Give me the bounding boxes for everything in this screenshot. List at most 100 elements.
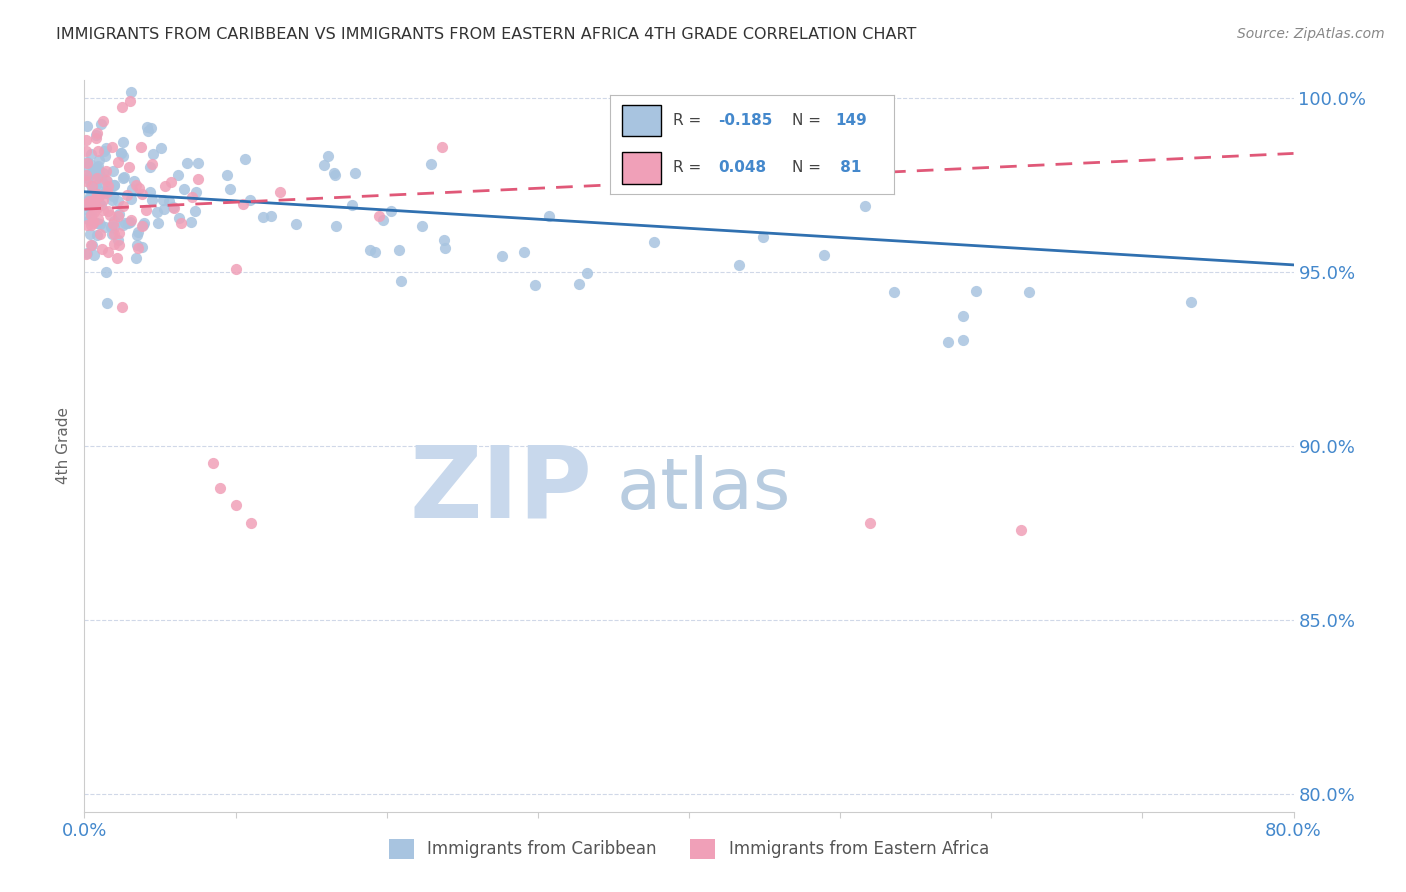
Point — [134, 216, 156, 230]
Point — [1180, 295, 1202, 310]
Point — [112, 170, 135, 185]
Point — [162, 200, 184, 214]
Point — [75, 247, 97, 261]
Point — [117, 216, 139, 230]
Point — [201, 457, 224, 471]
Point — [325, 219, 347, 233]
Point — [965, 284, 987, 298]
Point — [146, 216, 169, 230]
Point — [86, 126, 108, 140]
Point — [103, 214, 125, 228]
Point — [952, 309, 974, 323]
Point — [79, 227, 101, 241]
Point — [75, 168, 97, 182]
Point — [159, 194, 181, 208]
Point — [94, 186, 117, 200]
Point — [120, 94, 142, 108]
Point — [100, 227, 122, 241]
Point — [538, 209, 561, 223]
Point — [131, 186, 153, 201]
Point — [284, 217, 307, 231]
Point — [86, 180, 108, 194]
Point — [1018, 285, 1040, 299]
Point — [149, 141, 172, 155]
Point — [131, 140, 153, 154]
Point — [575, 266, 598, 280]
Point — [180, 215, 202, 229]
Point — [127, 227, 149, 242]
Point — [219, 182, 242, 196]
Point — [82, 214, 104, 228]
Point — [132, 219, 155, 233]
Text: atlas: atlas — [616, 456, 790, 524]
Point — [434, 242, 457, 256]
Point — [89, 217, 111, 231]
Point — [169, 211, 191, 226]
Point — [176, 156, 198, 170]
Point — [187, 171, 209, 186]
Point — [173, 182, 195, 196]
Point — [883, 285, 905, 299]
Point — [75, 197, 97, 211]
Point — [94, 185, 117, 199]
Point — [103, 178, 125, 192]
Point — [84, 168, 107, 182]
Point — [239, 194, 262, 208]
Point — [363, 244, 385, 259]
Point — [112, 219, 135, 233]
Point — [524, 278, 547, 293]
Point — [118, 160, 141, 174]
Point — [103, 219, 125, 234]
Point — [120, 213, 142, 227]
Point — [107, 227, 129, 241]
Point — [94, 173, 117, 187]
Point — [420, 157, 443, 171]
Point — [91, 203, 114, 218]
Point — [86, 178, 108, 193]
Point — [75, 174, 97, 188]
Point — [107, 233, 129, 247]
Point — [91, 193, 114, 207]
Point — [325, 168, 347, 182]
Point — [76, 160, 98, 174]
Point — [215, 168, 238, 182]
Point — [96, 183, 118, 197]
Point — [80, 237, 103, 252]
Point — [380, 203, 402, 218]
Point — [567, 277, 589, 292]
Point — [139, 160, 162, 174]
Point — [80, 179, 103, 194]
Point — [121, 182, 143, 196]
Point — [87, 167, 110, 181]
Point — [86, 186, 108, 201]
Point — [859, 516, 882, 530]
Point — [79, 238, 101, 252]
Text: IMMIGRANTS FROM CARIBBEAN VS IMMIGRANTS FROM EASTERN AFRICA 4TH GRADE CORRELATIO: IMMIGRANTS FROM CARIBBEAN VS IMMIGRANTS … — [56, 27, 917, 42]
Point — [141, 193, 163, 207]
Point — [76, 211, 98, 226]
Point — [90, 243, 112, 257]
Point — [169, 217, 191, 231]
Point — [77, 196, 100, 211]
Point — [90, 117, 112, 131]
Point — [269, 185, 291, 199]
Point — [79, 178, 101, 193]
Point — [112, 170, 135, 185]
Point — [160, 175, 183, 189]
Point — [103, 178, 125, 193]
Text: ZIP: ZIP — [409, 442, 592, 539]
Point — [98, 208, 121, 222]
Point — [107, 238, 129, 252]
Point — [373, 213, 395, 227]
Point — [103, 227, 125, 241]
Point — [84, 163, 107, 178]
Point — [107, 251, 129, 265]
Point — [209, 481, 232, 495]
Point — [87, 188, 110, 202]
Point — [135, 202, 157, 217]
Point — [111, 100, 134, 114]
Point — [125, 251, 148, 265]
Point — [86, 161, 108, 176]
Point — [80, 184, 103, 198]
Point — [322, 166, 344, 180]
